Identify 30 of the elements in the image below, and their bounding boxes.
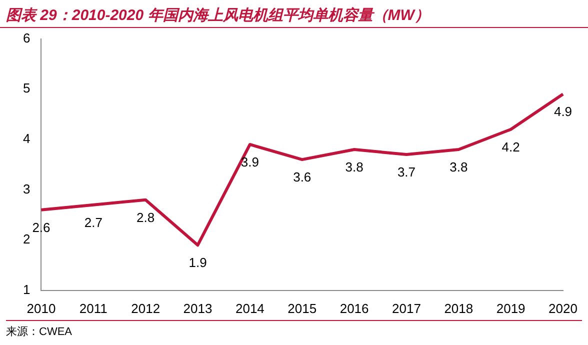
data-label: 2.6	[32, 220, 50, 235]
x-tick-label: 2015	[288, 300, 317, 316]
data-label: 4.9	[554, 104, 572, 120]
x-tick-label: 2014	[235, 300, 264, 316]
data-label: 3.6	[293, 170, 312, 185]
chart-title: 图表 29：2010-2020 年国内海上风电机组平均单机容量（MW）	[0, 0, 588, 28]
y-tick-label: 1	[22, 282, 30, 297]
x-tick-label: 2016	[340, 300, 369, 316]
x-tick-label: 2019	[496, 300, 526, 316]
y-tick-label: 3	[22, 181, 30, 196]
x-tick-label: 2012	[131, 300, 160, 316]
data-label: 2.7	[84, 214, 102, 230]
x-tick-label: 2017	[392, 300, 421, 316]
data-label: 3.8	[450, 160, 468, 175]
data-label: 3.7	[397, 164, 416, 180]
y-tick-label: 5	[22, 80, 30, 96]
data-label: 1.9	[188, 255, 207, 270]
x-tick-label: 2011	[79, 300, 108, 316]
x-tick-label: 2018	[444, 300, 474, 316]
data-label: 4.2	[502, 139, 520, 154]
data-label: 3.9	[240, 154, 259, 170]
x-tick-label: 2020	[548, 300, 578, 316]
x-tick-label: 2010	[26, 300, 56, 316]
y-tick-label: 2	[22, 232, 30, 247]
source-note: 来源：CWEA	[6, 326, 72, 338]
data-label: 3.8	[345, 160, 364, 175]
y-tick-label: 4	[22, 131, 30, 146]
x-tick-label: 2013	[183, 300, 212, 316]
y-tick-label: 6	[22, 30, 30, 46]
data-label: 2.8	[136, 210, 155, 225]
